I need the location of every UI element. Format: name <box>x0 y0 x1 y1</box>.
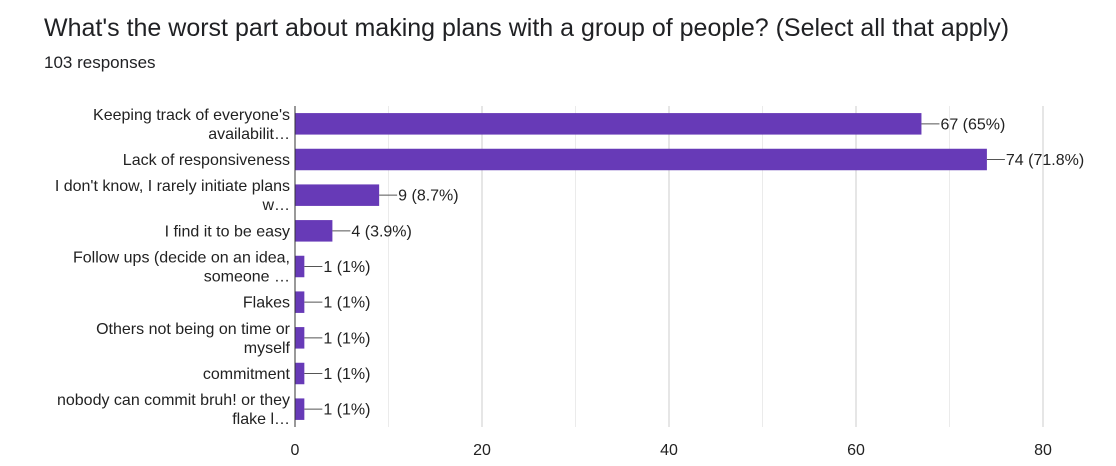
response-count: 103 responses <box>44 53 156 72</box>
data-label: 1 (1%) <box>323 295 370 312</box>
data-label: 4 (3.9%) <box>351 223 411 240</box>
category-label: someone … <box>204 269 290 286</box>
category-label: availabilit… <box>208 126 290 143</box>
data-label: 74 (71.8%) <box>1006 152 1084 169</box>
bar <box>295 220 333 242</box>
category-label: myself <box>244 340 291 357</box>
data-label: 9 (8.7%) <box>398 188 458 205</box>
bar <box>295 148 987 171</box>
data-label: 1 (1%) <box>323 259 370 276</box>
x-axis-ticks: 0 20 40 60 80 <box>291 442 1052 459</box>
category-label: Follow ups (decide on an idea, <box>73 250 290 267</box>
category-label: Others not being on time or <box>96 321 291 338</box>
data-labels: 67 (65%) 74 (71.8%) 9 (8.7%) 4 (3.9%) 1 (1%)… <box>304 116 1084 419</box>
x-tick-label: 80 <box>1034 442 1052 459</box>
category-label: Keeping track of everyone's <box>93 107 290 124</box>
category-labels: Keeping track of everyone's availabilit… L… <box>55 107 291 428</box>
data-label: 1 (1%) <box>323 330 370 347</box>
category-label: commitment <box>203 366 291 383</box>
x-tick-label: 0 <box>291 442 300 459</box>
bar <box>295 255 305 278</box>
category-label: Lack of responsiveness <box>123 152 290 169</box>
data-label: 1 (1%) <box>323 402 370 419</box>
x-tick-label: 40 <box>660 442 678 459</box>
bar <box>295 291 305 313</box>
category-label: w… <box>261 197 290 214</box>
bar <box>295 362 305 385</box>
category-label: I don't know, I rarely initiate plans <box>55 178 290 195</box>
x-tick-label: 20 <box>473 442 491 459</box>
data-label: 1 (1%) <box>323 366 370 383</box>
bar <box>295 184 380 206</box>
bar <box>295 327 305 349</box>
category-label: Flakes <box>243 295 290 312</box>
category-label: nobody can commit bruh! or they <box>57 392 290 409</box>
chart-title: What's the worst part about making plans… <box>44 14 1010 42</box>
bars <box>295 113 987 420</box>
data-label: 67 (65%) <box>940 116 1005 133</box>
category-label: flake l… <box>232 411 290 428</box>
category-label: I find it to be easy <box>165 223 290 240</box>
x-tick-label: 60 <box>847 442 865 459</box>
bar <box>295 113 922 135</box>
bar <box>295 398 305 420</box>
